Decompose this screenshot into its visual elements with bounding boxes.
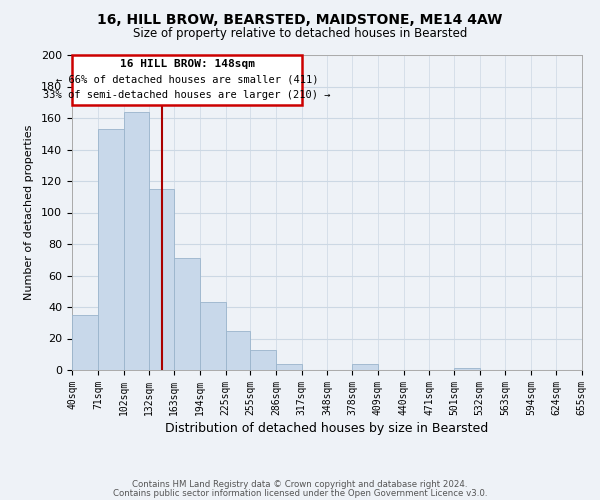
Text: Size of property relative to detached houses in Bearsted: Size of property relative to detached ho… (133, 28, 467, 40)
Text: 33% of semi-detached houses are larger (210) →: 33% of semi-detached houses are larger (… (43, 90, 331, 100)
Bar (454, 368, 480, 370)
Text: ← 66% of detached houses are smaller (411): ← 66% of detached houses are smaller (41… (56, 74, 319, 85)
Text: Contains HM Land Registry data © Crown copyright and database right 2024.: Contains HM Land Registry data © Crown c… (132, 480, 468, 489)
Text: Contains public sector information licensed under the Open Government Licence v3: Contains public sector information licen… (113, 490, 487, 498)
X-axis label: Distribution of detached houses by size in Bearsted: Distribution of detached houses by size … (166, 422, 488, 435)
Bar (200, 302, 226, 370)
Bar (73, 315, 98, 370)
Bar (124, 112, 149, 370)
Bar (352, 364, 378, 370)
Bar (98, 129, 124, 370)
Bar (226, 330, 250, 370)
Bar (73, 55, 302, 106)
Bar (174, 258, 200, 370)
Bar (149, 189, 174, 370)
Y-axis label: Number of detached properties: Number of detached properties (24, 125, 34, 300)
Text: 16, HILL BROW, BEARSTED, MAIDSTONE, ME14 4AW: 16, HILL BROW, BEARSTED, MAIDSTONE, ME14… (97, 12, 503, 26)
Bar (581, 367, 600, 370)
Bar (250, 350, 276, 370)
Bar (276, 364, 302, 370)
Text: 16 HILL BROW: 148sqm: 16 HILL BROW: 148sqm (119, 58, 254, 68)
